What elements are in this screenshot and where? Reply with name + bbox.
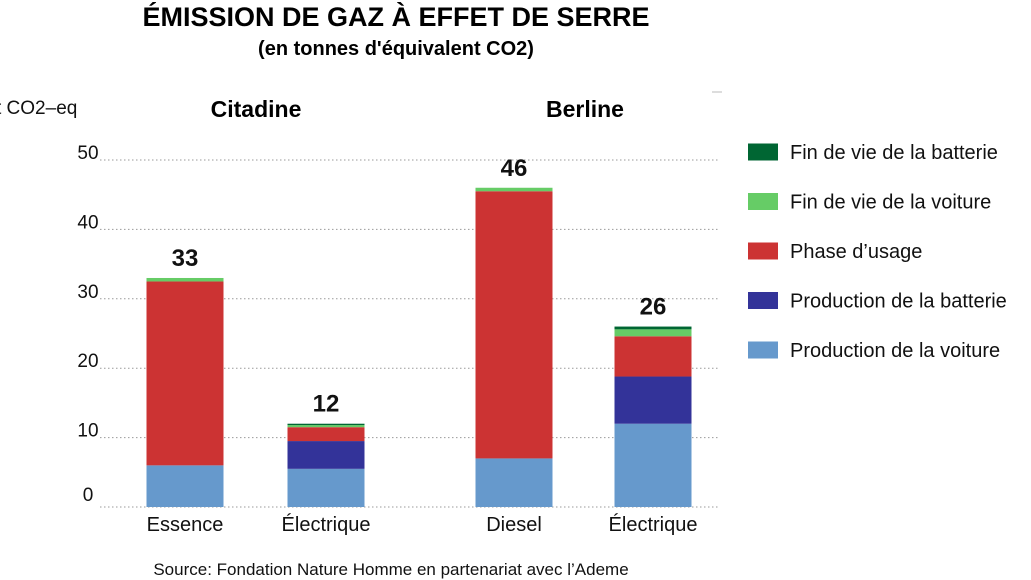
bar-labels: 33 Essence 12 Électrique 46 Diesel 26 Électriqu… — [147, 155, 698, 536]
chart-subtitle: (en tonnes d'équivalent CO2) — [258, 38, 534, 60]
legend-swatch — [748, 292, 778, 309]
legend-swatch — [748, 242, 778, 260]
bar-segment-phase-d-usage — [146, 281, 224, 466]
category-label: Diesel — [486, 514, 542, 536]
legend-swatch — [748, 341, 778, 359]
bar-total-label: 33 — [172, 245, 199, 272]
bar-segment-phase-d-usage — [287, 427, 365, 442]
group-label-citadine: Citadine — [211, 96, 302, 122]
y-axis-label: t CO2–eq — [0, 98, 77, 119]
y-tick-labels: 0 10 20 30 40 50 — [77, 143, 98, 506]
bar-segment-production-de-la-batterie — [614, 376, 692, 424]
legend-label: Fin de vie de la batterie — [790, 142, 998, 164]
bar-segment-production-de-la-batterie — [287, 441, 365, 469]
legend: Fin de vie de la batterie Fin de vie de l… — [748, 142, 1007, 362]
category-label: Électrique — [282, 513, 371, 536]
bar-segment-phase-d-usage — [475, 191, 553, 459]
legend-label: Production de la batterie — [790, 291, 1007, 313]
y-tick-label: 30 — [77, 282, 98, 303]
bar-segment-production-de-la-voiture — [475, 458, 553, 507]
bar-segment-fin-de-vie-de-la-voiture — [287, 425, 365, 428]
chart-title: ÉMISSION DE GAZ À EFFET DE SERRE — [142, 1, 649, 32]
bar-segment-fin-de-vie-de-la-voiture — [475, 187, 553, 192]
legend-swatch — [748, 143, 778, 161]
y-tick-label: 50 — [77, 143, 98, 164]
y-tick-label: 10 — [77, 421, 98, 442]
bar-segment-production-de-la-voiture — [614, 423, 692, 507]
bar-total-label: 26 — [640, 294, 667, 321]
legend-label: Fin de vie de la voiture — [790, 192, 991, 214]
legend-label: Phase d’usage — [790, 241, 922, 263]
bars — [146, 187, 692, 507]
bar-segment-fin-de-vie-de-la-voiture — [146, 277, 224, 282]
bar-segment-fin-de-vie-de-la-batterie — [287, 423, 365, 426]
bar-total-label: 46 — [501, 155, 528, 182]
category-label: Électrique — [609, 513, 698, 536]
bar-total-label: 12 — [313, 391, 340, 418]
group-label-berline: Berline — [546, 96, 624, 122]
grid-lines — [100, 91, 722, 508]
bar-segment-production-de-la-voiture — [287, 468, 365, 507]
bar-segment-fin-de-vie-de-la-voiture — [614, 329, 692, 337]
source-note: Source: Fondation Nature Homme en parten… — [153, 560, 628, 579]
bar-segment-fin-de-vie-de-la-batterie — [614, 326, 692, 330]
bar-segment-production-de-la-voiture — [146, 465, 224, 507]
y-tick-label: 0 — [83, 485, 94, 506]
y-tick-label: 20 — [77, 351, 98, 372]
y-tick-label: 40 — [77, 212, 98, 233]
bar-segment-phase-d-usage — [614, 336, 692, 377]
category-label: Essence — [147, 514, 224, 536]
legend-swatch — [748, 193, 778, 210]
legend-label: Production de la voiture — [790, 340, 1000, 362]
